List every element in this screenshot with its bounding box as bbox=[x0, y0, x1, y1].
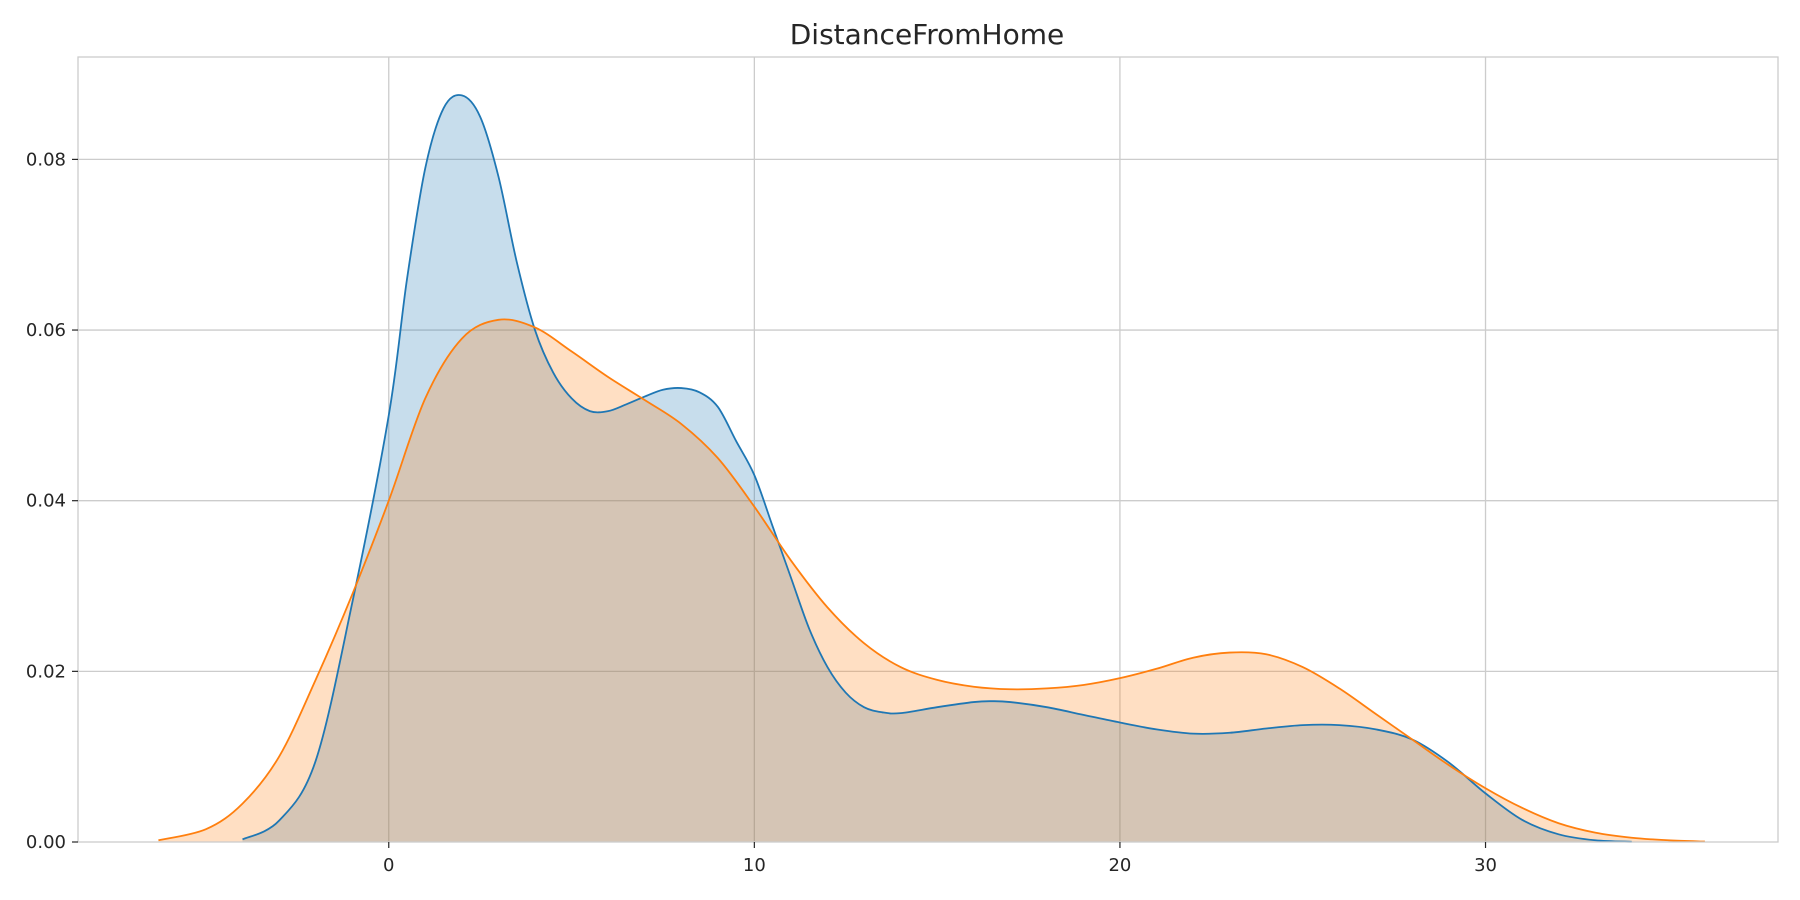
series-2-density-fill bbox=[158, 319, 1705, 842]
plot-frame bbox=[77, 56, 1779, 843]
x-tick-label: 10 bbox=[743, 855, 766, 876]
x-tick-label: 30 bbox=[1474, 855, 1497, 876]
y-tick-label: 0.08 bbox=[26, 149, 66, 170]
series-1-density-fill bbox=[242, 95, 1632, 842]
series-2-density-line bbox=[158, 318, 1705, 843]
series-fills bbox=[158, 95, 1705, 842]
series-layer bbox=[158, 94, 1705, 843]
x-tick-label: 0 bbox=[383, 855, 394, 876]
series-lines bbox=[158, 94, 1705, 843]
y-tick-label: 0.02 bbox=[26, 661, 66, 682]
chart-title: DistanceFromHome bbox=[790, 18, 1065, 51]
axis-layer: 0 10 20 30 0.00 0.02 0.04 0.06 0.08 bbox=[26, 149, 1497, 876]
x-tick-label: 20 bbox=[1108, 855, 1131, 876]
grid-lines bbox=[78, 57, 1778, 842]
y-tick-label: 0.00 bbox=[26, 832, 66, 853]
y-tick-label: 0.06 bbox=[26, 320, 66, 341]
y-tick-label: 0.04 bbox=[26, 491, 66, 512]
